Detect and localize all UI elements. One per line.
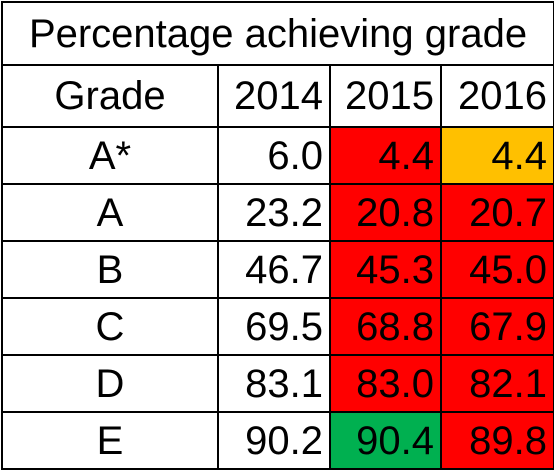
value-cell: 82.1 [440,354,554,413]
header-year-2016: 2016 [440,64,554,128]
header-grade: Grade [1,64,219,128]
value-cell: 89.8 [440,411,554,470]
value-cell: 45.0 [440,240,554,299]
grade-label: D [1,354,219,413]
grade-label: C [1,297,219,356]
table-row: A 23.2 20.8 20.7 [1,183,554,242]
grade-label: A [1,183,219,242]
header-year-2015: 2015 [329,64,442,128]
header-row: Grade 2014 2015 2016 [1,64,554,128]
value-cell: 83.0 [329,354,442,413]
title-row: Percentage achieving grade [1,1,554,66]
table-row: C 69.5 68.8 67.9 [1,297,554,356]
grade-label: A* [1,126,219,185]
table-row: D 83.1 83.0 82.1 [1,354,554,413]
value-cell: 67.9 [440,297,554,356]
value-cell: 90.4 [329,411,442,470]
grade-label: B [1,240,219,299]
value-cell: 20.7 [440,183,554,242]
value-cell: 4.4 [440,126,554,185]
value-cell: 45.3 [329,240,442,299]
value-cell: 6.0 [217,126,331,185]
value-cell: 68.8 [329,297,442,356]
header-year-2014: 2014 [217,64,331,128]
table-row: A* 6.0 4.4 4.4 [1,126,554,185]
value-cell: 20.8 [329,183,442,242]
value-cell: 4.4 [329,126,442,185]
table-row: E 90.2 90.4 89.8 [1,411,554,470]
value-cell: 23.2 [217,183,331,242]
table-title: Percentage achieving grade [1,1,554,66]
value-cell: 90.2 [217,411,331,470]
value-cell: 46.7 [217,240,331,299]
grade-label: E [1,411,219,470]
value-cell: 83.1 [217,354,331,413]
value-cell: 69.5 [217,297,331,356]
table-row: B 46.7 45.3 45.0 [1,240,554,299]
